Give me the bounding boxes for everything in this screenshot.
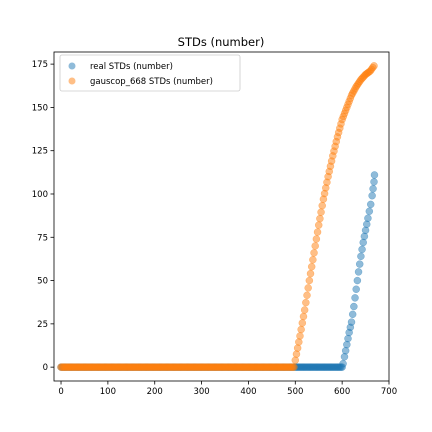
data-point xyxy=(361,226,370,235)
x-tick-label: 500 xyxy=(287,387,303,397)
data-point xyxy=(352,285,360,293)
data-point xyxy=(310,249,318,257)
data-point xyxy=(364,214,372,222)
x-tick-label: 600 xyxy=(334,387,350,397)
axes: 0 100 200 300 400 500 600 700 0 25 50 75 100 125 150 17… xyxy=(32,51,397,397)
data-point xyxy=(314,221,323,229)
data-point xyxy=(312,235,321,243)
x-tick-label: 300 xyxy=(193,387,209,397)
data-point xyxy=(305,276,314,285)
data-point xyxy=(354,268,363,276)
y-tick-label: 0 xyxy=(43,363,48,373)
y-tick-label: 75 xyxy=(37,233,48,243)
data-point xyxy=(316,214,324,223)
x-tick-label: 100 xyxy=(100,387,116,397)
x-tick-label: 200 xyxy=(147,387,163,397)
data-point xyxy=(369,185,377,193)
series-1 xyxy=(57,62,378,371)
data-point xyxy=(306,269,315,278)
y-tick-label: 125 xyxy=(32,147,48,157)
data-point xyxy=(341,346,350,355)
legend: real STDs (number) gauscop_668 STDs (num… xyxy=(59,54,241,92)
data-point xyxy=(299,312,308,321)
y-tick-label: 150 xyxy=(32,103,48,113)
data-point xyxy=(293,344,302,352)
series-0 xyxy=(57,171,379,371)
data-point xyxy=(298,319,307,327)
data-point xyxy=(291,356,300,364)
data-point xyxy=(317,208,325,216)
data-point xyxy=(370,62,378,70)
data-point xyxy=(365,207,374,216)
data-point xyxy=(347,318,356,326)
data-point xyxy=(344,334,352,343)
legend-label-gauscop: gauscop_668 STDs (number) xyxy=(90,77,213,87)
data-point xyxy=(292,350,301,358)
data-point xyxy=(343,340,351,349)
data-point xyxy=(304,284,312,292)
data-point xyxy=(340,353,349,361)
data-point xyxy=(360,232,369,241)
data-point xyxy=(355,260,364,268)
y-tick-label: 50 xyxy=(37,277,48,287)
data-point xyxy=(370,171,379,179)
legend-label-real: real STDs (number) xyxy=(90,62,173,72)
data-point xyxy=(297,325,305,334)
x-tick-label: 400 xyxy=(240,387,256,397)
data-point xyxy=(359,238,367,247)
data-point xyxy=(318,201,326,210)
x-tick-label: 0 xyxy=(58,387,63,397)
y-tick-label: 100 xyxy=(32,190,48,200)
chart-title: STDs (number) xyxy=(178,35,265,49)
data-point xyxy=(295,338,303,346)
plot-area xyxy=(57,62,379,371)
axes-frame xyxy=(53,51,390,382)
data-point xyxy=(296,332,304,340)
data-point xyxy=(313,228,322,236)
data-point xyxy=(348,310,357,319)
data-point xyxy=(303,291,311,300)
x-tick-label: 700 xyxy=(381,387,397,397)
legend-marker-real xyxy=(68,62,76,70)
data-point xyxy=(362,220,371,229)
data-point xyxy=(302,298,310,307)
legend-marker-gauscop xyxy=(68,77,76,85)
data-point xyxy=(353,276,362,285)
y-tick-label: 175 xyxy=(32,60,48,70)
data-point xyxy=(357,252,365,261)
data-point xyxy=(350,302,358,311)
data-point xyxy=(307,262,316,271)
data-point xyxy=(368,191,376,200)
legend-box xyxy=(59,54,241,92)
data-point xyxy=(290,363,298,371)
data-point xyxy=(309,256,317,264)
data-point xyxy=(351,294,359,302)
y-tick-label: 25 xyxy=(37,320,48,330)
data-point xyxy=(366,200,375,209)
data-point xyxy=(311,242,319,250)
data-point xyxy=(339,359,347,368)
data-point xyxy=(358,245,366,254)
data-point xyxy=(370,178,378,186)
data-point xyxy=(300,306,309,314)
